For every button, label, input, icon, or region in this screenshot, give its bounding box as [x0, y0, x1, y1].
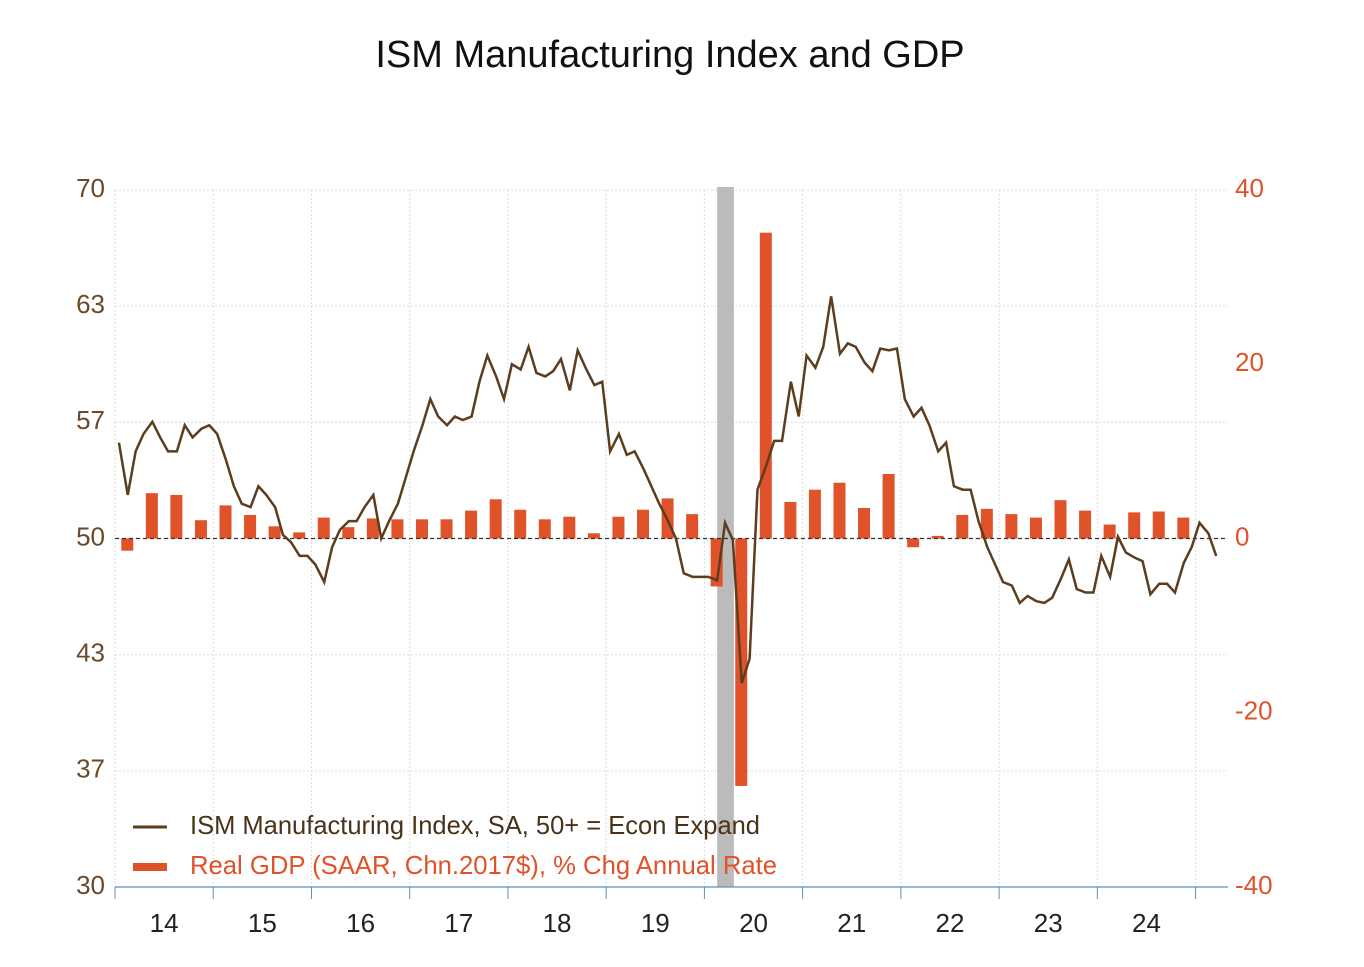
bar: [612, 516, 625, 539]
bar: [293, 532, 306, 539]
y-tick-label: 43: [76, 638, 105, 668]
bar: [1103, 524, 1116, 539]
y-tick-label: 70: [76, 173, 105, 203]
bar: [980, 508, 993, 539]
x-tick-label: 18: [543, 908, 572, 938]
y2-tick-label: 0: [1235, 521, 1249, 551]
bar: [514, 509, 527, 539]
legend-swatch: [133, 863, 167, 871]
line: [117, 296, 1218, 684]
x-tick-label: 22: [936, 908, 965, 938]
bar: [170, 494, 183, 539]
bar: [415, 519, 428, 539]
y-tick-label: 30: [76, 870, 105, 900]
bar: [219, 505, 232, 539]
bar: [563, 516, 576, 539]
bar: [587, 533, 600, 539]
bar: [858, 508, 871, 539]
y2-tick-label: 20: [1235, 347, 1264, 377]
bar: [1005, 514, 1018, 539]
y2-tick-label: -40: [1235, 870, 1273, 900]
bar: [833, 482, 846, 539]
x-tick-label: 20: [739, 908, 768, 938]
bar: [465, 510, 478, 539]
legend-label: Real GDP (SAAR, Chn.2017$), % Chg Annual…: [190, 850, 777, 880]
bar: [244, 514, 257, 539]
x-tick-label: 16: [346, 908, 375, 938]
bar: [317, 517, 330, 539]
legend-label: ISM Manufacturing Index, SA, 50+ = Econ …: [190, 810, 760, 840]
x-tick-label: 21: [837, 908, 866, 938]
bar: [342, 527, 355, 539]
bar: [489, 499, 502, 539]
y-tick-label: 50: [76, 521, 105, 551]
bar: [1177, 517, 1190, 539]
bar: [956, 514, 969, 539]
bar: [1079, 510, 1092, 539]
y-tick-label: 63: [76, 289, 105, 319]
bar: [759, 232, 772, 539]
bar: [907, 538, 920, 548]
bar: [637, 509, 650, 539]
bar: [784, 501, 797, 539]
bar: [268, 526, 281, 539]
bar: [538, 519, 551, 539]
bar: [710, 538, 723, 587]
bar: [391, 519, 404, 539]
x-tick-label: 23: [1034, 908, 1063, 938]
x-tick-label: 24: [1132, 908, 1161, 938]
x-tick-label: 15: [248, 908, 277, 938]
y-tick-label: 57: [76, 405, 105, 435]
y2-tick-label: -20: [1235, 696, 1273, 726]
bar: [1152, 511, 1165, 539]
chart-title: ISM Manufacturing Index and GDP: [375, 34, 964, 76]
bar: [1054, 500, 1067, 539]
x-tick-label: 19: [641, 908, 670, 938]
bar: [931, 535, 944, 539]
x-tick-label: 14: [150, 908, 179, 938]
bar: [121, 538, 134, 551]
bar: [145, 493, 158, 539]
x-tick-label: 17: [444, 908, 473, 938]
bar: [882, 474, 895, 539]
bar: [686, 514, 699, 539]
bar: [808, 489, 821, 539]
y-tick-label: 37: [76, 754, 105, 784]
bar: [1128, 512, 1141, 539]
bar: [1029, 517, 1042, 539]
recession-band: [717, 187, 734, 887]
bar: [366, 518, 379, 539]
bar: [194, 520, 207, 539]
bar: [440, 519, 453, 539]
y2-tick-label: 40: [1235, 173, 1264, 203]
